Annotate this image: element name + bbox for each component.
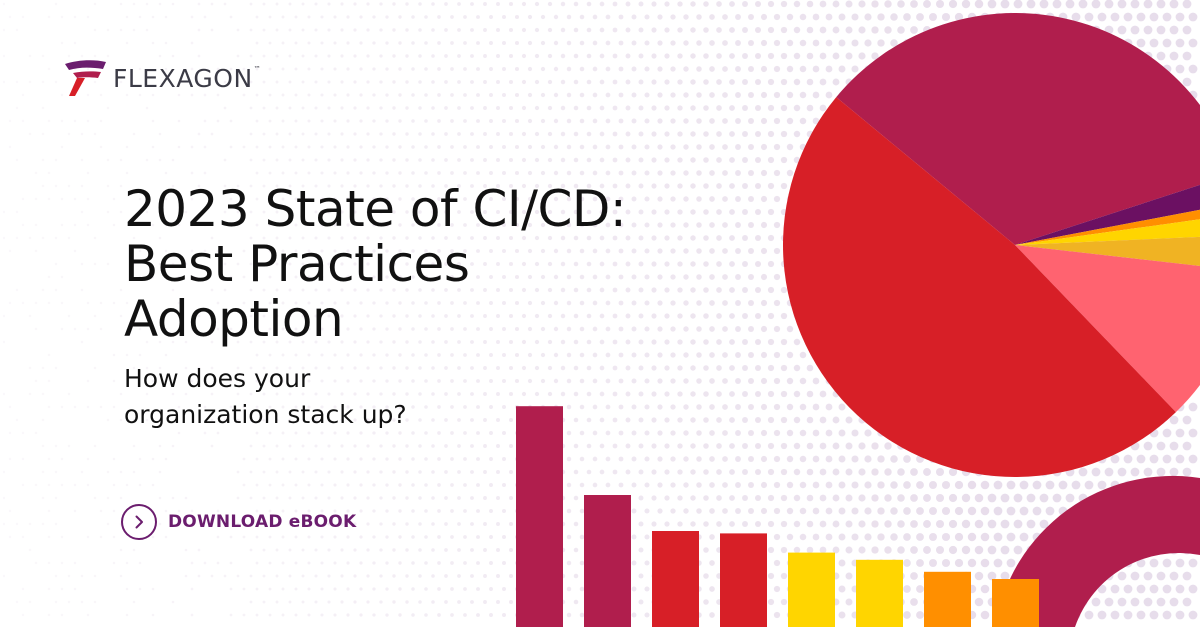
decorative-bar-5 xyxy=(788,553,835,627)
logo-wordmark: FLEXAGON™ xyxy=(113,66,261,91)
subtitle-line-1: How does your xyxy=(124,361,407,397)
decorative-bar-8 xyxy=(992,579,1039,627)
subtitle-line-2: organization stack up? xyxy=(124,397,407,433)
flexagon-logo: FLEXAGON™ xyxy=(63,58,261,98)
page-title: 2023 State of CI/CD: Best Practices Adop… xyxy=(124,182,626,347)
download-ebook-button[interactable]: DOWNLOAD eBOOK xyxy=(121,504,356,540)
decorative-bar-7 xyxy=(924,572,971,627)
title-line-3: Adoption xyxy=(124,292,626,347)
decorative-bar-2 xyxy=(584,495,631,627)
title-line-2: Best Practices xyxy=(124,237,626,292)
decorative-bar-6 xyxy=(856,560,903,627)
chevron-right-icon xyxy=(132,515,146,529)
decorative-bar-4 xyxy=(720,533,767,627)
page-subtitle: How does your organization stack up? xyxy=(124,361,407,433)
decorative-bar-1 xyxy=(516,406,563,627)
decorative-bar-3 xyxy=(652,531,699,627)
flexagon-mark-icon xyxy=(63,58,107,98)
download-ebook-label: DOWNLOAD eBOOK xyxy=(168,512,356,532)
trademark-symbol: ™ xyxy=(254,65,262,73)
title-line-1: 2023 State of CI/CD: xyxy=(124,182,626,237)
cta-circle xyxy=(121,504,157,540)
